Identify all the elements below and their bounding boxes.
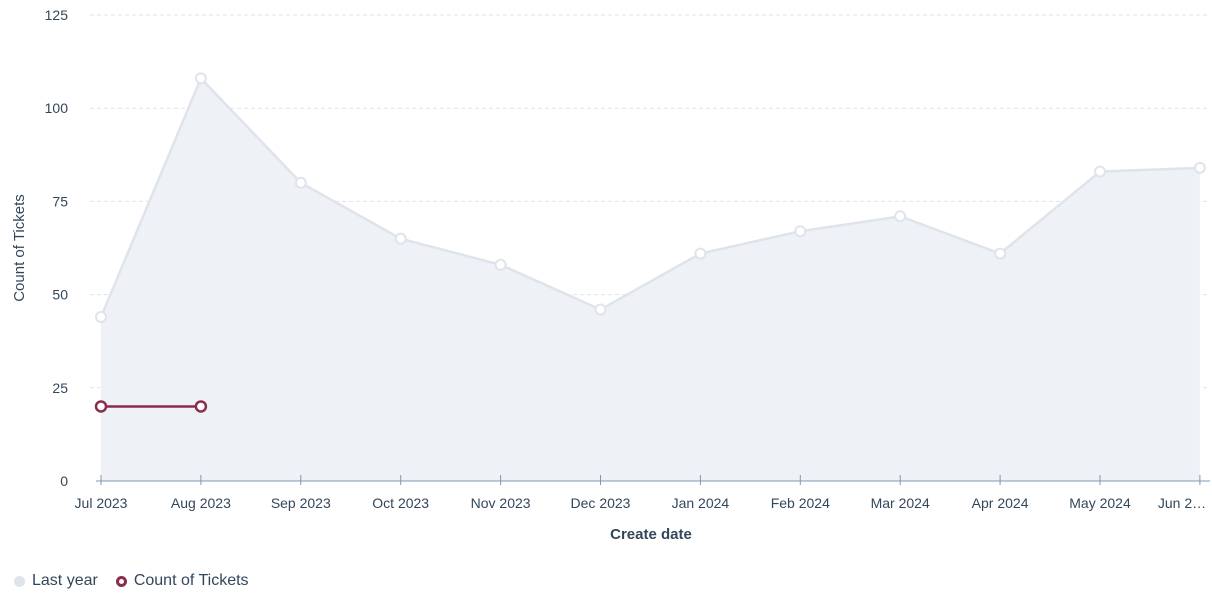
y-tick-label-125: 125 <box>45 7 69 23</box>
legend-label-count-of-tickets: Count of Tickets <box>133 572 249 589</box>
point-last-year-5[interactable] <box>594 303 607 316</box>
x-tick-label-5: Dec 2023 <box>571 495 631 511</box>
x-tick-label-11: Jun 2… <box>1158 495 1206 511</box>
x-axis-title: Create date <box>610 526 692 543</box>
x-tick-label-2: Sep 2023 <box>271 495 331 511</box>
y-tick-label-25: 25 <box>52 380 68 396</box>
point-last-year-2[interactable] <box>294 176 307 189</box>
point-last-year-7[interactable] <box>794 225 807 238</box>
point-last-year-11[interactable] <box>1193 161 1206 174</box>
point-last-year-8[interactable] <box>894 210 907 223</box>
point-last-year-1[interactable] <box>194 72 207 85</box>
area-fill-last-year <box>101 78 1200 481</box>
x-tick-label-6: Jan 2024 <box>672 495 730 511</box>
point-last-year-9[interactable] <box>994 247 1007 260</box>
x-tick-label-9: Apr 2024 <box>972 495 1029 511</box>
point-last-year-0[interactable] <box>95 310 107 323</box>
point-count-of-tickets-1[interactable] <box>194 400 208 413</box>
point-last-year-10[interactable] <box>1094 165 1106 178</box>
area-chart: 0 25 50 75 100 125 Jul 2023 Aug 2023 Sep 2023 Oct… <box>11 7 1210 543</box>
legend-marker-last-year <box>14 575 25 587</box>
point-last-year-3[interactable] <box>394 232 407 245</box>
legend-label-last-year: Last year <box>32 572 98 589</box>
legend: Last year Count of Tickets <box>14 572 249 590</box>
y-tick-label-75: 75 <box>52 193 68 209</box>
x-tick-label-8: Mar 2024 <box>871 495 930 511</box>
x-tick-label-3: Oct 2023 <box>372 495 429 511</box>
point-last-year-4[interactable] <box>494 258 507 271</box>
y-tick-label-100: 100 <box>45 100 69 116</box>
x-tick-label-0: Jul 2023 <box>75 495 128 511</box>
point-count-of-tickets-0[interactable] <box>94 400 108 413</box>
y-axis-title: Count of Tickets <box>11 194 28 302</box>
x-tick-label-10: May 2024 <box>1069 495 1131 511</box>
y-tick-label-50: 50 <box>52 287 68 303</box>
legend-marker-count-of-tickets <box>115 575 127 587</box>
x-tick-label-4: Nov 2023 <box>471 495 531 511</box>
y-tick-label-0: 0 <box>60 473 68 489</box>
series-line-last-year <box>99 76 1200 318</box>
point-last-year-6[interactable] <box>694 247 707 260</box>
legend-item-last-year[interactable]: Last year <box>14 572 98 590</box>
x-tick-label-7: Feb 2024 <box>771 495 830 511</box>
x-tick-label-1: Aug 2023 <box>171 495 231 511</box>
legend-item-count-of-tickets[interactable]: Count of Tickets <box>115 572 249 590</box>
